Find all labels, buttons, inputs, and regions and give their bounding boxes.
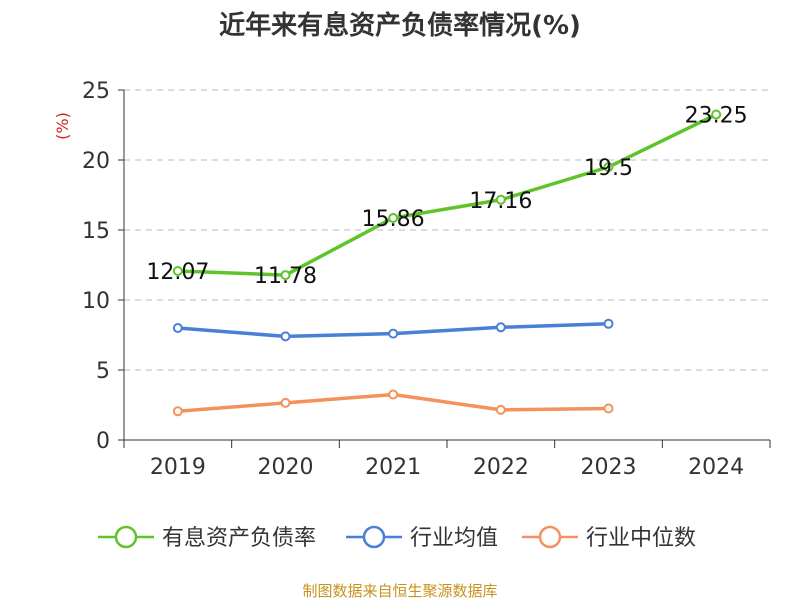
x-tick-label: 2022 — [473, 455, 529, 480]
y-axis-label: (%) — [53, 112, 72, 140]
chart-title: 近年来有息资产负债率情况(%) — [219, 10, 581, 41]
x-tick-label: 2021 — [365, 455, 421, 480]
data-point — [495, 194, 506, 205]
legend-marker — [538, 525, 562, 549]
y-tick-label: 15 — [82, 219, 110, 244]
data-point — [495, 404, 506, 415]
y-tick-label: 10 — [82, 289, 110, 314]
data-label: 19.5 — [584, 156, 633, 181]
legend: 有息资产负债率 行业均值 行业中位数 — [98, 525, 696, 551]
source-note: 制图数据来自恒生聚源数据库 — [302, 582, 497, 600]
x-tick-label: 2023 — [581, 455, 637, 480]
y-tick-label: 5 — [96, 359, 110, 384]
legend-label: 行业中位数 — [586, 526, 696, 551]
grid-lines — [124, 89, 770, 371]
y-tick-label: 25 — [82, 79, 110, 104]
x-tick-label: 2019 — [150, 455, 206, 480]
data-point — [603, 403, 614, 414]
data-label: 23.25 — [685, 104, 748, 129]
data-point — [603, 318, 614, 329]
data-point — [388, 212, 399, 223]
series-lines — [172, 109, 722, 417]
data-point — [280, 397, 291, 408]
data-label: 15.86 — [362, 207, 425, 232]
legend-marker — [362, 525, 386, 549]
data-label: 11.78 — [254, 264, 317, 289]
data-labels: 12.07 11.78 15.86 17.16 19.5 23.25 — [146, 104, 747, 290]
data-point — [172, 406, 183, 417]
data-point — [280, 331, 291, 342]
legend-marker — [114, 525, 138, 549]
y-tick-label: 20 — [82, 149, 110, 174]
series-line-0 — [177, 112, 717, 277]
data-label: 17.16 — [469, 189, 532, 214]
y-tick-label: 0 — [96, 429, 110, 454]
data-point — [280, 270, 291, 281]
data-point — [495, 322, 506, 333]
x-tick-label: 2020 — [258, 455, 314, 480]
x-tick-label: 2024 — [688, 455, 744, 480]
axes: 0 5 10 15 20 25 2019 2020 2021 2022 2023 2024 — [82, 79, 771, 480]
data-point — [388, 328, 399, 339]
legend-label: 行业均值 — [410, 526, 498, 551]
data-point — [388, 389, 399, 400]
data-label: 12.07 — [146, 260, 209, 285]
data-point — [172, 266, 183, 277]
data-point — [603, 162, 614, 172]
data-point — [711, 109, 722, 120]
data-point — [172, 323, 183, 333]
legend-label: 有息资产负债率 — [162, 526, 316, 551]
